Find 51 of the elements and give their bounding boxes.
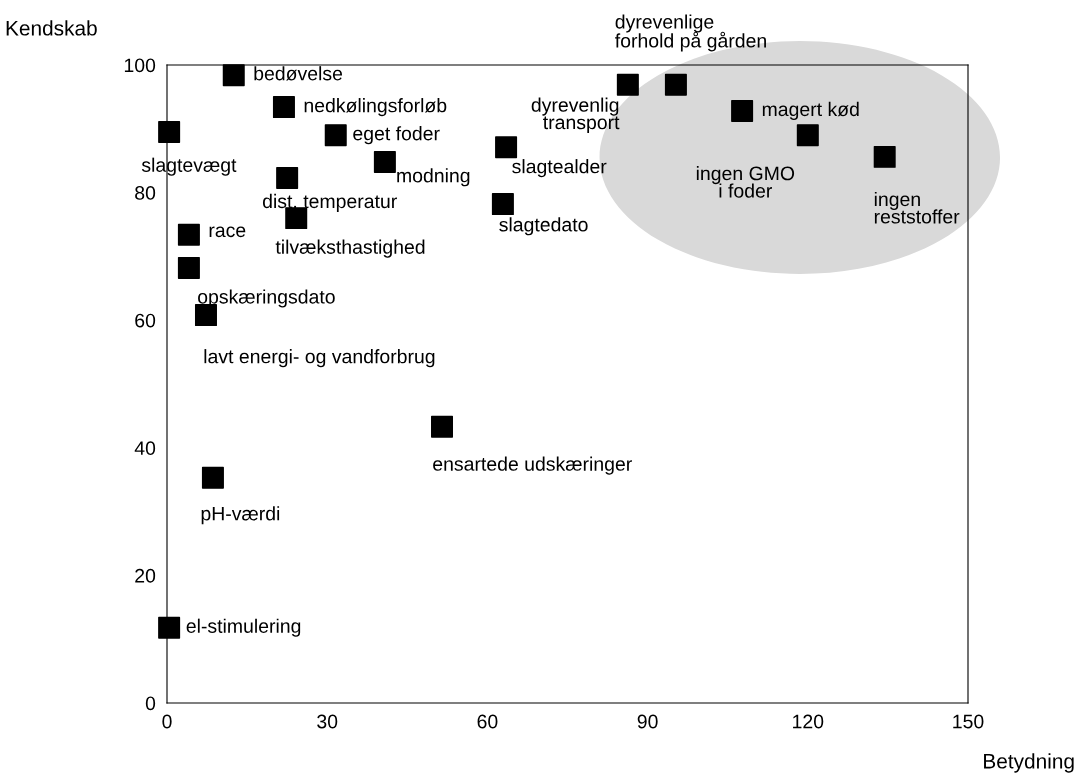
x-tick-label: 0	[162, 714, 172, 729]
annotation: ensartede udskæringer	[433, 456, 632, 475]
annotation: pH-værdi	[201, 506, 280, 525]
y-tick-label: 40	[134, 441, 156, 456]
annotation: slagtealder	[512, 159, 607, 178]
point	[664, 73, 687, 96]
point	[222, 64, 245, 87]
point	[495, 136, 518, 159]
annotation: magert kød	[762, 101, 859, 120]
annotation: lavt energi- og vandforbrug	[204, 349, 435, 368]
annotation: tilvæksthastighed	[275, 239, 425, 258]
point	[796, 124, 819, 147]
annotation: dyrevenlige forhold på gården	[615, 14, 766, 52]
point	[276, 166, 299, 189]
annotation: el-stimulering	[186, 618, 301, 637]
annotation: eget foder	[353, 126, 440, 145]
point	[158, 120, 181, 143]
x-tick-label: 60	[477, 714, 498, 729]
point	[873, 145, 896, 168]
annotation: ingen GMO i foder	[696, 166, 795, 198]
y-axis-title: Kendskab	[6, 20, 97, 36]
annotation: dist. temperatur	[262, 193, 397, 212]
point	[272, 96, 295, 119]
y-tick-label: 80	[135, 186, 156, 200]
x-tick-label: 30	[317, 714, 338, 729]
annotation: modning	[397, 168, 470, 187]
point	[324, 124, 347, 147]
annotation: opskæringsdato	[198, 289, 335, 308]
point	[616, 73, 639, 96]
y-tick-label: 60	[135, 313, 156, 328]
annotation: ingen reststoffer	[874, 191, 960, 224]
point	[177, 223, 200, 246]
point	[491, 193, 514, 216]
point	[201, 466, 224, 489]
y-tick-label: 100	[124, 58, 156, 73]
annotation: bedøvelse	[254, 66, 343, 81]
x-tick-label: 90	[637, 714, 658, 729]
y-tick-label: 20	[135, 568, 156, 583]
point	[431, 415, 454, 438]
annotation: slagtedato	[499, 217, 588, 236]
point	[177, 256, 200, 279]
annotation: dyrevenlig transport	[531, 97, 620, 134]
point	[373, 150, 396, 173]
point	[158, 616, 181, 639]
annotation: race	[209, 226, 246, 238]
annotation: nedkølingsforløb	[304, 98, 447, 117]
x-tick-label: 150	[953, 714, 984, 729]
x-axis-title: Betydning	[984, 753, 1074, 773]
x-tick-label: 120	[793, 714, 824, 729]
y-tick-label: 0	[145, 696, 156, 711]
point	[731, 99, 754, 122]
